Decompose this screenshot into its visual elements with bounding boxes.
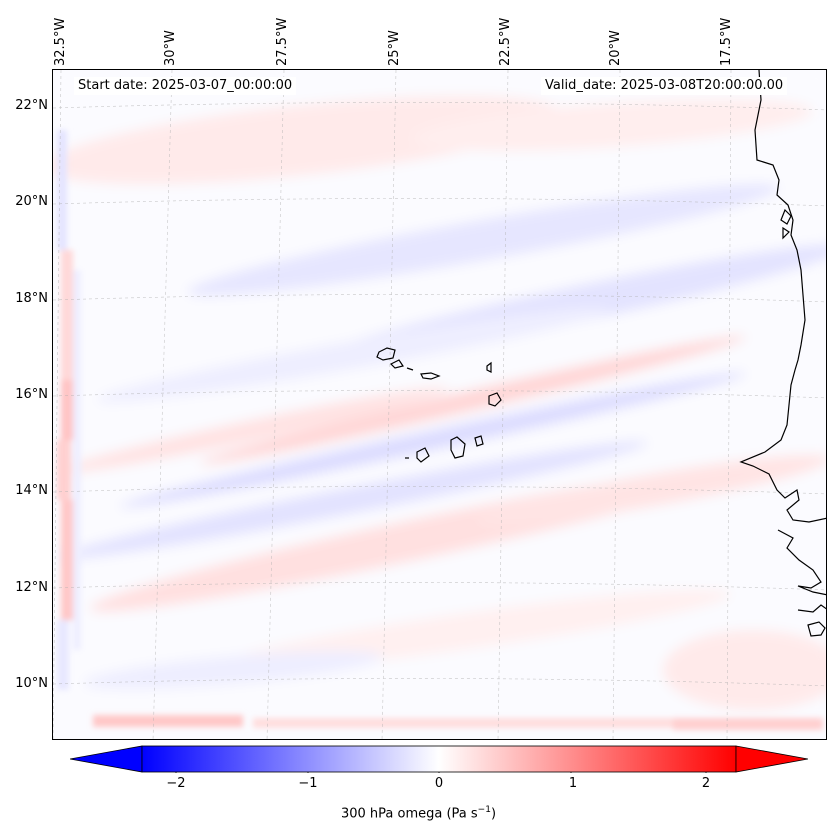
graticule	[53, 70, 826, 739]
colorbar-label-main: 300 hPa omega (Pa s	[340, 806, 478, 822]
bottom-edge-strip	[93, 715, 823, 730]
colorbar-label-sup: −1	[477, 805, 491, 815]
lon-label-20w: 20°W	[608, 30, 623, 66]
start-date-label: Start date: 2025-03-07_00:00:00	[74, 77, 297, 95]
colorbar-extend-high	[735, 745, 809, 773]
omega-field-map	[53, 70, 826, 739]
coastline	[739, 70, 826, 637]
island-maio	[474, 435, 484, 447]
lon-label-32-5w: 32.5°W	[53, 17, 68, 66]
island-santa-luzia	[406, 367, 414, 371]
colorbar-gradient	[69, 745, 809, 776]
island-boa-vista	[488, 392, 502, 407]
left-edge-strip	[57, 130, 81, 690]
lon-label-17-5w: 17.5°W	[719, 17, 734, 66]
island-fogo	[416, 447, 430, 463]
colorbar-label-close: )	[490, 806, 497, 822]
cape-verde-islands	[376, 347, 502, 463]
valid-date-label: Valid_date: 2025-03-08T20:00:00.00	[541, 77, 788, 95]
lon-label-22-5w: 22.5°W	[498, 17, 513, 66]
lat-label-18n: 18°N	[15, 291, 48, 306]
lon-label-30w: 30°W	[163, 30, 178, 66]
colorbar-tick-0: 0	[434, 776, 444, 791]
lon-label-27-5w: 27.5°W	[275, 17, 290, 66]
omega-shading	[53, 70, 826, 739]
colorbar-tick-neg2: −2	[166, 776, 186, 791]
colorbar-tick-neg1: −1	[298, 776, 318, 791]
island-sao-nicolau	[420, 372, 441, 380]
lat-label-14n: 14°N	[15, 483, 48, 498]
lat-label-22n: 22°N	[15, 98, 48, 113]
colorbar-tick-1: 1	[568, 776, 578, 791]
island-santo-antao	[376, 347, 396, 361]
map-panel[interactable]	[52, 69, 827, 740]
island-santiago	[450, 436, 466, 459]
island-sal	[486, 361, 492, 373]
island-sao-vicente	[389, 359, 404, 369]
lat-label-10n: 10°N	[15, 676, 48, 691]
lat-label-20n: 20°N	[15, 194, 48, 209]
colorbar-label: 300 hPa omega (Pa s−1)	[0, 805, 837, 821]
lat-label-12n: 12°N	[15, 580, 48, 595]
lon-label-25w: 25°W	[387, 30, 402, 66]
colorbar-bar	[141, 745, 737, 773]
colorbar	[69, 745, 809, 776]
lat-label-16n: 16°N	[15, 387, 48, 402]
colorbar-extend-low	[69, 745, 143, 773]
colorbar-tick-2: 2	[701, 776, 711, 791]
